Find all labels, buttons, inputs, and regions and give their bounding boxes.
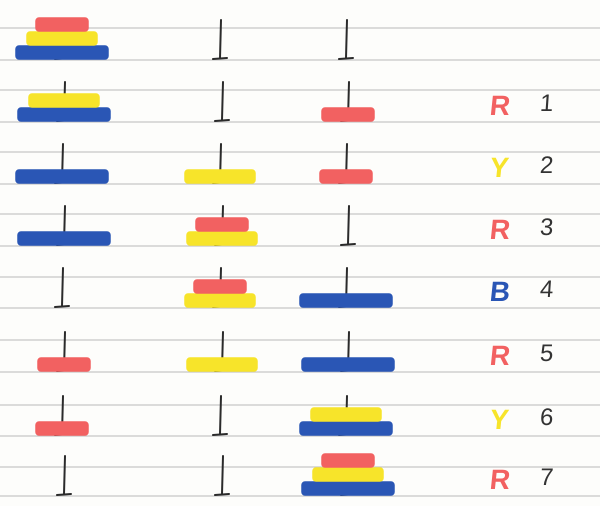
state-row-6 xyxy=(35,395,393,436)
peg-foot xyxy=(54,305,70,308)
peg xyxy=(212,395,228,436)
state-row-1 xyxy=(17,81,375,122)
disk-red xyxy=(321,453,375,468)
disk-yellow xyxy=(28,93,100,108)
peg xyxy=(54,267,70,308)
move-step-number: 4 xyxy=(539,276,555,303)
disk-red xyxy=(37,357,91,372)
peg-foot xyxy=(212,433,228,436)
peg xyxy=(338,19,354,60)
move-color-label: Y xyxy=(488,404,511,435)
state-row-2 xyxy=(15,143,373,184)
peg xyxy=(15,17,109,60)
peg-foot xyxy=(214,493,230,496)
disk-blue xyxy=(301,357,395,372)
move-color-label: R xyxy=(488,214,512,245)
peg-stick xyxy=(221,455,224,495)
peg-stick xyxy=(221,81,224,121)
move-step-number: 3 xyxy=(539,214,555,241)
disk-yellow xyxy=(186,357,258,372)
peg xyxy=(340,205,356,246)
peg xyxy=(17,81,111,122)
disk-yellow xyxy=(310,407,382,422)
peg xyxy=(319,143,373,184)
peg xyxy=(56,455,72,496)
peg-stick xyxy=(61,267,64,307)
peg xyxy=(186,205,258,246)
peg xyxy=(17,205,111,246)
disk-blue xyxy=(15,169,109,184)
move-color-label: Y xyxy=(488,152,511,183)
disk-yellow xyxy=(184,293,256,308)
peg xyxy=(321,81,375,122)
peg-foot xyxy=(214,119,230,122)
move-color-label: B xyxy=(488,276,512,307)
peg-foot xyxy=(338,57,354,60)
disk-blue xyxy=(17,107,111,122)
move-step-number: 1 xyxy=(539,90,555,117)
peg-foot xyxy=(340,243,356,246)
state-row-7 xyxy=(56,453,395,496)
disk-blue xyxy=(299,421,393,436)
state-row-0 xyxy=(15,17,354,60)
peg-stick xyxy=(63,455,66,495)
state-row-5 xyxy=(37,331,395,372)
peg xyxy=(299,395,393,436)
peg-foot xyxy=(212,57,228,60)
disk-red xyxy=(321,107,375,122)
disk-red xyxy=(35,17,89,32)
disk-blue xyxy=(299,293,393,308)
peg-stick xyxy=(345,19,348,59)
peg xyxy=(212,19,228,60)
peg xyxy=(299,267,393,308)
peg xyxy=(37,331,91,372)
peg xyxy=(35,395,89,436)
peg xyxy=(301,331,395,372)
disk-yellow xyxy=(312,467,384,482)
peg xyxy=(184,143,256,184)
move-step-number: 7 xyxy=(539,464,555,491)
peg xyxy=(214,81,230,122)
disk-yellow xyxy=(184,169,256,184)
disk-blue xyxy=(17,231,111,246)
disk-yellow xyxy=(186,231,258,246)
state-row-3 xyxy=(17,205,356,246)
peg-stick xyxy=(219,19,222,59)
state-row-4 xyxy=(54,267,393,308)
peg xyxy=(184,267,256,308)
disk-blue xyxy=(301,481,395,496)
peg xyxy=(15,143,109,184)
move-color-label: R xyxy=(488,90,512,121)
move-step-number: 2 xyxy=(539,152,555,179)
move-step-number: 5 xyxy=(539,340,555,367)
peg xyxy=(301,453,395,496)
move-color-label: R xyxy=(488,340,512,371)
disk-blue xyxy=(15,45,109,60)
peg xyxy=(214,455,230,496)
disk-yellow xyxy=(26,31,98,46)
peg-stick xyxy=(347,205,350,245)
move-step-number: 6 xyxy=(539,404,555,431)
disk-red xyxy=(195,217,249,232)
move-color-label: R xyxy=(488,464,512,495)
peg-stick xyxy=(219,395,222,435)
peg xyxy=(186,331,258,372)
disk-red xyxy=(319,169,373,184)
disk-red xyxy=(193,279,247,294)
peg-foot xyxy=(56,493,72,496)
disk-red xyxy=(35,421,89,436)
